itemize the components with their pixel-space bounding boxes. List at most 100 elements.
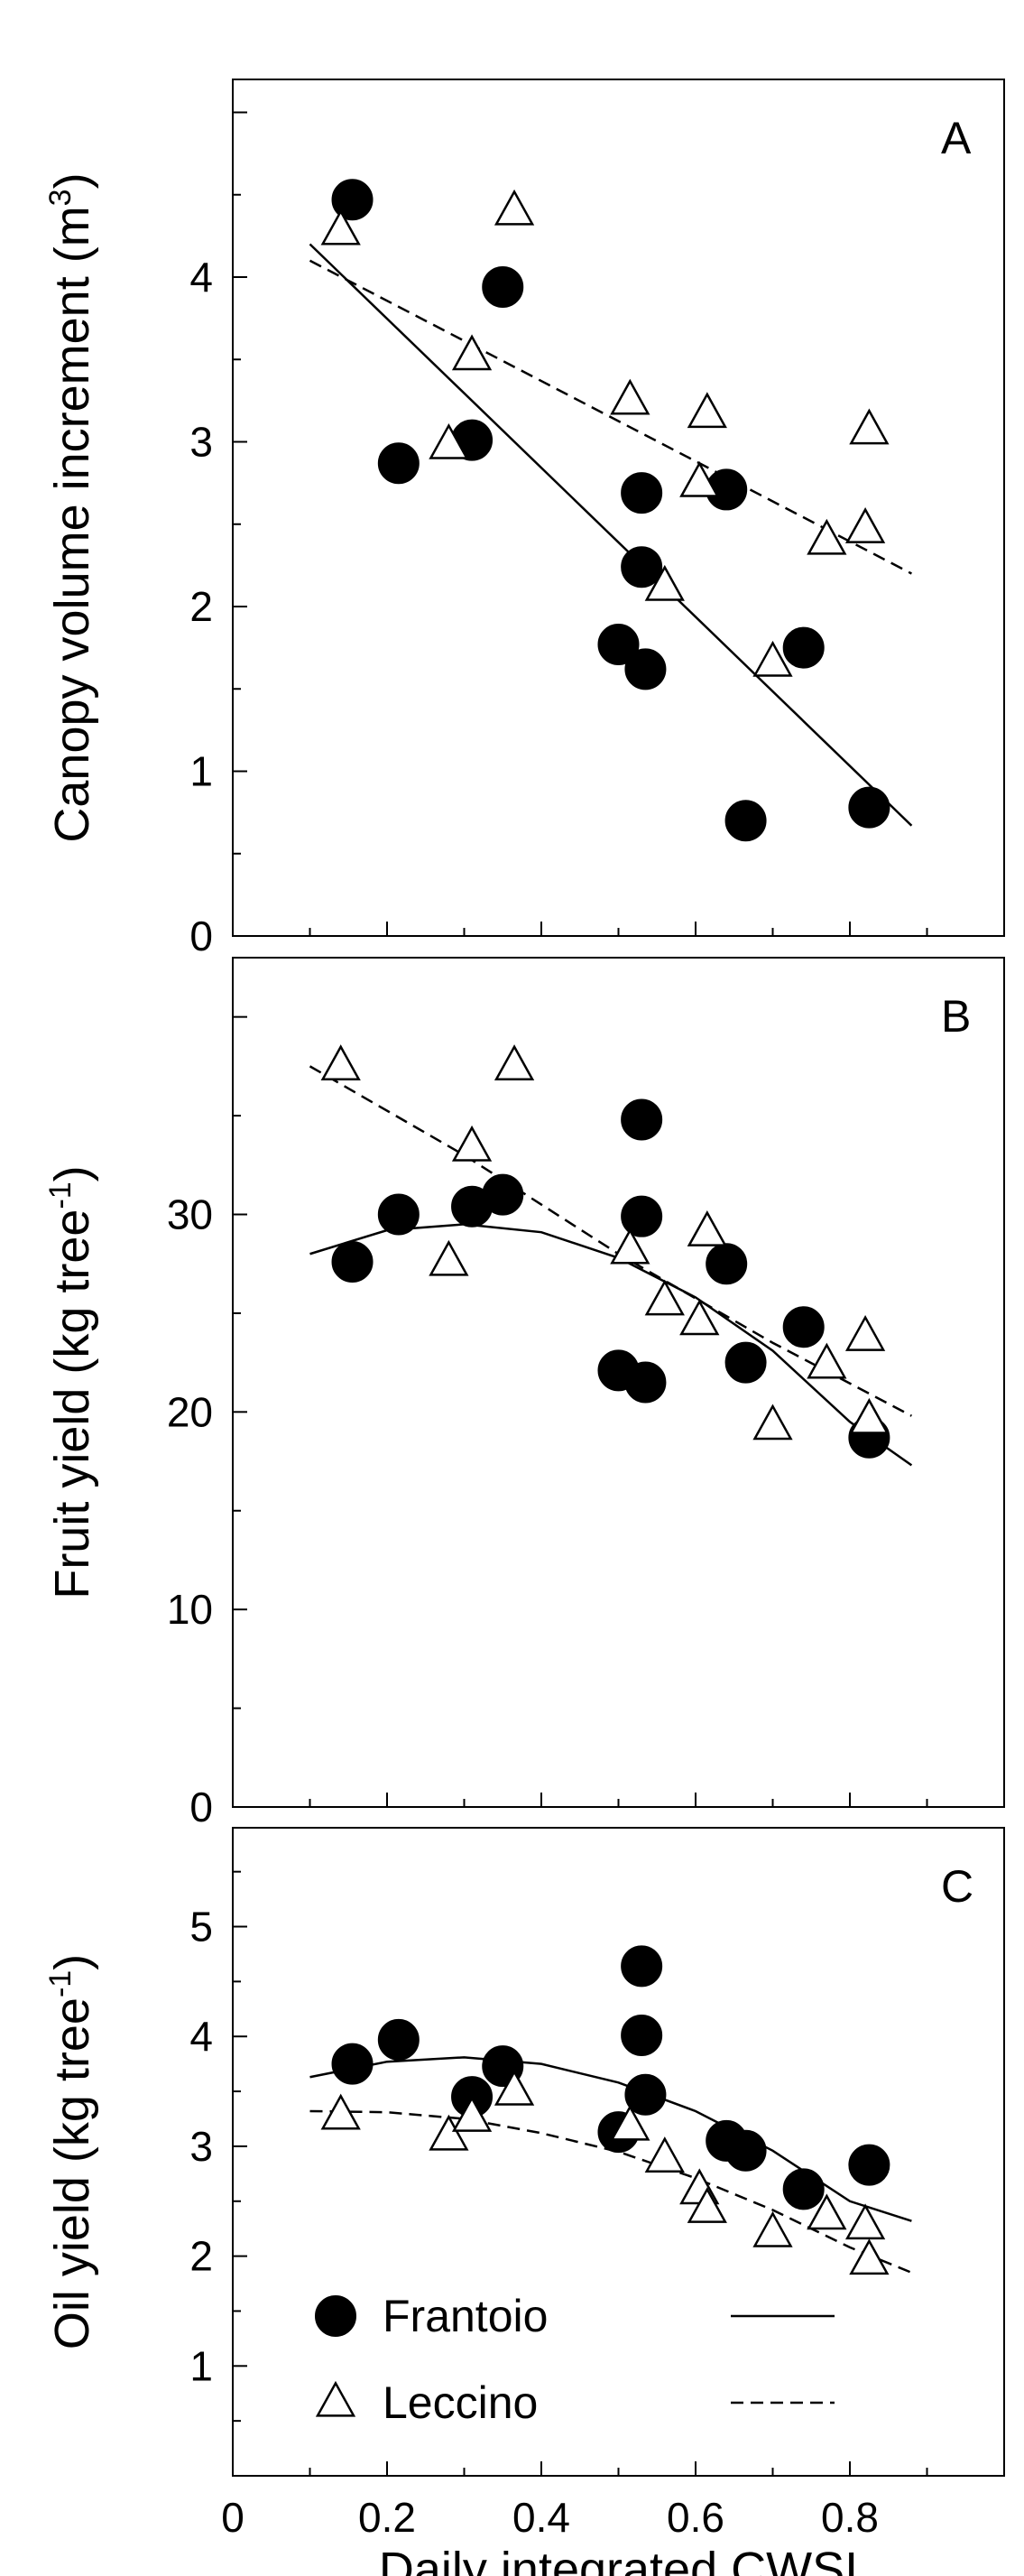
point-frantoio <box>706 1243 748 1285</box>
point-frantoio <box>624 2073 667 2116</box>
y-tick-label: 5 <box>189 1904 213 1951</box>
y-axis-title: Fruit yield (kg tree-1) <box>43 1165 99 1598</box>
legend-label-leccino: Leccino <box>383 2377 538 2428</box>
point-frantoio <box>782 2168 825 2210</box>
point-leccino <box>807 518 847 555</box>
point-leccino <box>451 1125 493 1162</box>
y-tick-label: 20 <box>167 1388 213 1435</box>
point-frantoio <box>377 1193 420 1236</box>
x-tick-label: 0.8 <box>821 2494 879 2541</box>
legend-label-frantoio: Frantoio <box>383 2291 548 2341</box>
x-tick-label: 0 <box>221 2494 244 2541</box>
point-leccino <box>687 1210 727 1246</box>
point-frantoio <box>848 2144 890 2186</box>
y-tick-label: 10 <box>167 1586 213 1633</box>
point-leccino <box>849 408 890 445</box>
point-leccino <box>320 1044 361 1081</box>
y-tick-label: 1 <box>189 748 213 795</box>
point-frantoio <box>377 442 420 485</box>
point-frantoio <box>621 472 663 514</box>
legend-marker-frantoio <box>315 2295 356 2337</box>
point-leccino <box>320 2093 361 2130</box>
y-tick-label: 0 <box>189 1784 213 1830</box>
point-leccino <box>644 564 685 601</box>
y-tick-label: 4 <box>189 254 213 301</box>
fit-line-frantoio <box>309 243 913 827</box>
point-leccino <box>679 460 720 497</box>
point-leccino <box>844 1314 886 1351</box>
y-tick-label: 1 <box>189 2342 213 2389</box>
point-frantoio <box>782 626 825 669</box>
x-tick-label: 0.2 <box>358 2494 416 2541</box>
point-leccino <box>679 1299 720 1336</box>
point-leccino <box>807 1342 847 1379</box>
point-leccino <box>494 1044 535 1081</box>
point-leccino <box>610 2104 650 2141</box>
point-leccino <box>451 334 493 371</box>
point-leccino <box>752 640 793 677</box>
point-frantoio <box>331 2043 374 2085</box>
point-frantoio <box>621 1195 663 1237</box>
point-frantoio <box>724 1341 767 1384</box>
x-tick-label: 0.4 <box>512 2494 570 2541</box>
point-leccino <box>844 2203 886 2240</box>
point-frantoio <box>331 179 374 221</box>
y-tick-label: 2 <box>189 2233 213 2280</box>
y-tick-label: 2 <box>189 583 213 630</box>
point-frantoio <box>621 2015 663 2057</box>
point-frantoio <box>331 1241 374 1283</box>
panel-B: 0 10 20 30 Fruit yield (kg tree-1) B <box>43 957 1005 1830</box>
fit-line-leccino <box>309 259 912 575</box>
point-leccino <box>752 2210 793 2247</box>
point-frantoio <box>724 2129 767 2172</box>
point-leccino <box>610 378 650 415</box>
point-leccino <box>644 1279 685 1316</box>
point-leccino <box>451 2096 493 2132</box>
y-tick-label: 3 <box>189 419 213 466</box>
point-leccino <box>752 1404 793 1441</box>
y-tick-label: 0 <box>189 913 213 959</box>
panel-letter: A <box>941 113 972 163</box>
point-leccino <box>320 208 361 246</box>
y-tick-label: 30 <box>167 1191 213 1237</box>
point-frantoio <box>782 1306 825 1348</box>
fit-line-frantoio <box>309 2056 912 2222</box>
legend: Frantoio Leccino <box>315 2291 835 2428</box>
fit-line-leccino <box>309 2109 912 2275</box>
x-tick-label: 0.6 <box>667 2494 724 2541</box>
y-axis-title: Canopy volume increment (m3) <box>43 172 99 842</box>
point-leccino <box>849 1397 890 1434</box>
point-frantoio <box>482 265 524 308</box>
fit-line-frantoio <box>309 1223 913 1467</box>
point-frantoio <box>482 1173 524 1216</box>
point-frantoio <box>621 546 663 588</box>
y-tick-label: 4 <box>189 2013 213 2060</box>
point-leccino <box>610 1228 650 1265</box>
point-frantoio <box>724 800 767 842</box>
point-frantoio <box>848 786 890 829</box>
point-frantoio <box>621 1945 663 1988</box>
point-frantoio <box>624 648 667 690</box>
panel-A: 0 1 2 3 4 Canopy volume increment (m3) A <box>43 79 1005 959</box>
point-leccino <box>429 422 469 459</box>
panel-letter: B <box>941 991 971 1042</box>
point-leccino <box>429 2114 469 2151</box>
panel-letter: C <box>941 1861 973 1912</box>
legend-marker-leccino <box>315 2380 356 2417</box>
point-frantoio <box>597 623 640 665</box>
point-frantoio <box>621 1098 663 1141</box>
point-leccino <box>687 392 727 429</box>
point-leccino <box>494 189 535 226</box>
panel-C: 1 2 3 4 5 Oil yield (kg tree-1) C 0 0.2 0.4 0.6 0.8… <box>43 1827 1005 2576</box>
point-leccino <box>429 1239 469 1276</box>
y-axis-title: Oil yield (kg tree-1) <box>43 1954 99 2349</box>
point-frantoio <box>624 1361 667 1404</box>
point-leccino <box>844 507 886 543</box>
point-frantoio <box>377 2018 420 2061</box>
y-tick-label: 3 <box>189 2123 213 2170</box>
point-leccino <box>494 2069 535 2106</box>
point-leccino <box>807 2193 847 2230</box>
point-leccino <box>849 2238 890 2275</box>
x-axis-title: Daily integrated CWSI <box>379 2543 858 2576</box>
